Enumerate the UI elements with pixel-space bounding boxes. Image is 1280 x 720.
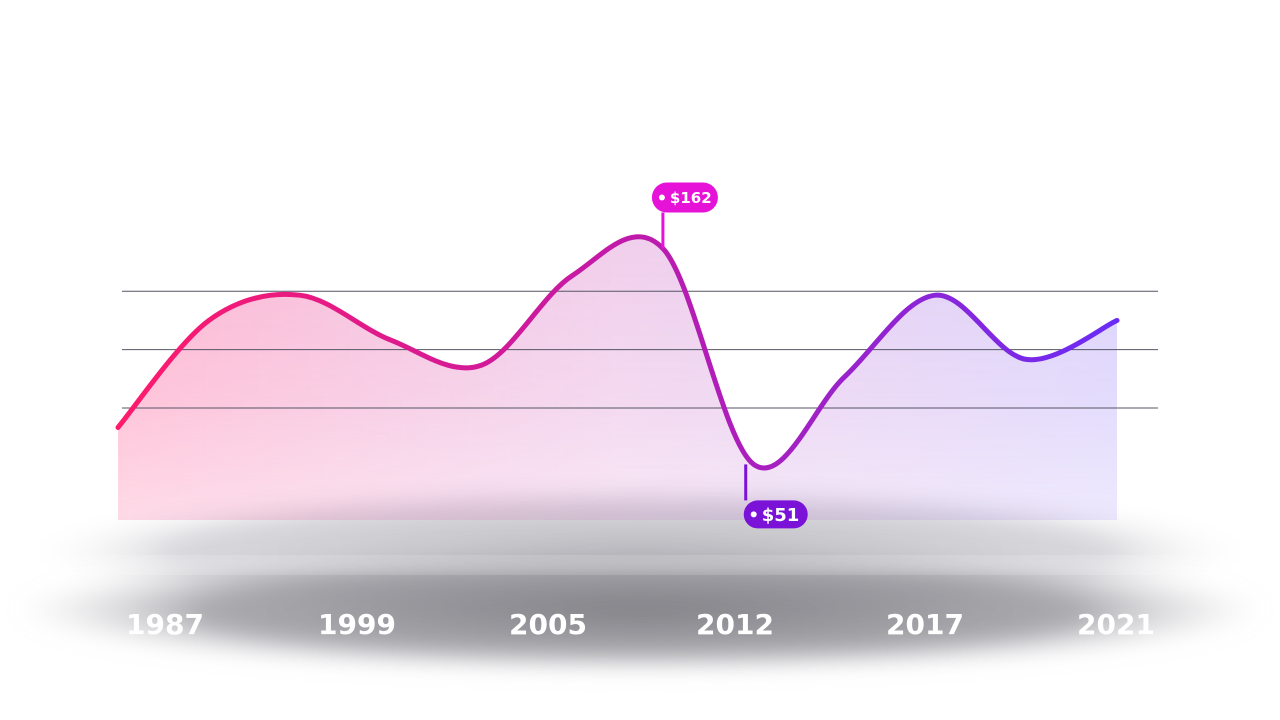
x-tick-label: 2012 [696,608,774,641]
data-line [115,234,1120,471]
callout-51: $51 [743,464,808,529]
x-tick-label: 2021 [1077,608,1155,641]
callout-label: $51 [762,505,800,526]
x-tick-label: 1987 [126,608,204,641]
x-tick-label: 2005 [509,608,587,641]
x-tick-label: 1999 [318,608,396,641]
callout-dot [658,194,665,201]
callout-pill [743,500,808,529]
x-axis-labels: 1987 1999 2005 2012 2017 2021 [126,608,1155,641]
x-tick-label: 2017 [886,608,964,641]
callout-dot [750,511,757,518]
callouts: $162 $51 [651,182,808,529]
callout-label: $162 [670,189,712,207]
gridlines [122,290,1158,409]
callout-pill [651,182,718,213]
callout-162: $162 [651,182,718,249]
area-fill [118,236,1117,520]
